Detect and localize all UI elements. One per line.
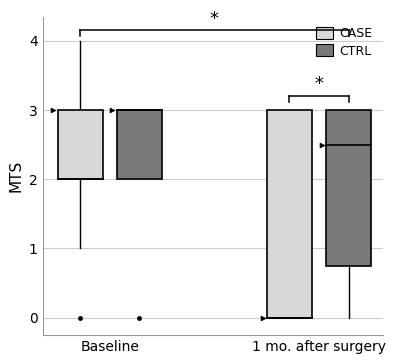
Y-axis label: MTS: MTS xyxy=(8,160,23,192)
Bar xyxy=(267,110,312,317)
Text: *: * xyxy=(210,10,219,28)
Bar xyxy=(58,110,103,179)
Legend: CASE, CTRL: CASE, CTRL xyxy=(312,23,377,61)
Bar xyxy=(326,110,371,266)
Text: *: * xyxy=(314,75,324,93)
Bar xyxy=(117,110,162,179)
